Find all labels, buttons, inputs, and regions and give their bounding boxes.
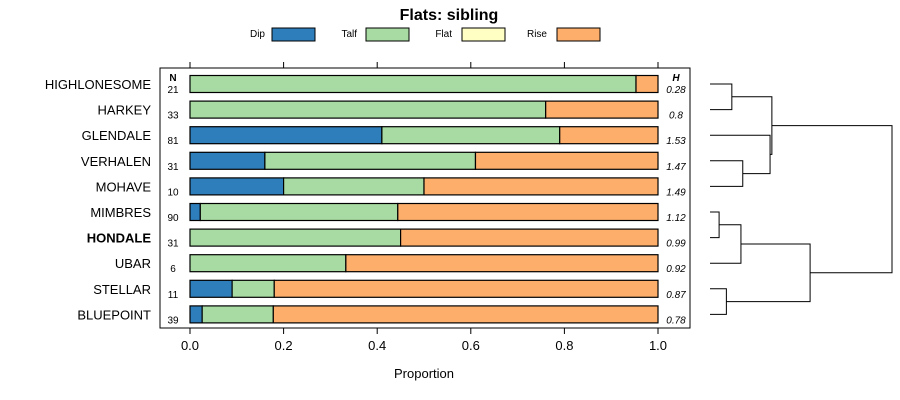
bar-mohave-dip <box>189 177 285 196</box>
n-value-ubar: 6 <box>170 264 176 275</box>
bar-verhalen-talf <box>264 151 477 170</box>
n-value-verhalen: 31 <box>167 162 179 173</box>
bar-highlonesome-rise <box>635 74 659 94</box>
dendrogram-link-6 <box>710 288 727 315</box>
legend-swatch-rise <box>556 27 601 42</box>
x-tick-label-1: 0.2 <box>275 338 293 353</box>
x-tick-label-2: 0.4 <box>368 338 386 353</box>
category-label-bluepoint: BLUEPOINT <box>77 307 151 322</box>
dendrogram-link-3 <box>710 134 771 175</box>
x-tick-label-4: 0.8 <box>555 338 573 353</box>
x-tick-label-0: 0.0 <box>181 338 199 353</box>
category-label-hondale: HONDALE <box>87 231 152 246</box>
bar-hondale-rise <box>400 228 659 247</box>
category-labels: N H HIGHLONESOME 21 0.28 HARKEY 33 0.8 GLENDALE 8… <box>45 73 686 326</box>
bar-glendale-dip <box>189 126 383 145</box>
bar-harkey-talf <box>189 100 547 119</box>
category-label-glendale: GLENDALE <box>82 128 152 143</box>
bar-stellar-dip <box>189 279 233 298</box>
bar-bluepoint-dip <box>189 305 203 324</box>
h-value-mohave: 1.49 <box>666 187 686 198</box>
bar-highlonesome-talf <box>189 74 637 94</box>
h-value-harkey: 0.8 <box>669 111 683 122</box>
n-value-mohave: 10 <box>167 187 179 198</box>
h-value-glendale: 1.53 <box>666 136 686 147</box>
x-axis-title: Proportion <box>394 366 454 381</box>
chart-title: Flats: sibling <box>400 7 499 24</box>
bar-verhalen-dip <box>189 151 266 170</box>
dendrogram-link-7 <box>726 243 811 303</box>
n-value-highlonesome: 21 <box>167 85 179 96</box>
bar-ubar-talf <box>189 254 347 273</box>
dendrogram-link-9 <box>771 125 893 274</box>
legend-label-dip: Dip <box>250 29 265 40</box>
bar-mimbres-dip <box>189 202 201 222</box>
bar-stellar-rise <box>273 279 659 298</box>
bar-glendale-talf <box>381 126 561 145</box>
category-label-stellar: STELLAR <box>93 282 151 297</box>
bar-mohave-talf <box>283 177 425 196</box>
bar-stellar-talf <box>231 279 275 298</box>
dendrogram-link-2 <box>710 160 744 187</box>
plot-frame <box>159 67 691 329</box>
h-value-mimbres: 1.12 <box>666 213 686 224</box>
category-label-harkey: HARKEY <box>98 103 152 118</box>
legend-swatch-dip <box>271 27 316 42</box>
n-header: N <box>169 73 176 84</box>
n-value-hondale: 31 <box>167 239 179 250</box>
h-value-stellar: 0.87 <box>666 290 686 301</box>
bar-harkey-rise <box>545 100 659 119</box>
x-tick-label-3: 0.6 <box>462 338 480 353</box>
bar-mohave-rise <box>423 177 659 196</box>
bar-mimbres-rise <box>397 202 659 222</box>
h-value-ubar: 0.92 <box>666 264 686 275</box>
h-value-verhalen: 1.47 <box>666 162 686 173</box>
n-value-mimbres: 90 <box>167 213 179 224</box>
plot-panel <box>159 67 691 329</box>
dendrogram-link-1 <box>710 83 733 111</box>
n-value-harkey: 33 <box>167 111 179 122</box>
bar-bluepoint-rise <box>272 305 659 324</box>
bar-hondale-talf <box>189 228 402 247</box>
legend-label-flat: Flat <box>435 29 452 40</box>
h-value-bluepoint: 0.78 <box>666 315 686 326</box>
category-label-verhalen: VERHALEN <box>81 154 151 169</box>
dendrogram-link-4 <box>710 211 720 239</box>
h-header: H <box>672 73 680 84</box>
category-label-ubar: UBAR <box>115 256 151 271</box>
category-label-mimbres: MIMBRES <box>90 205 151 220</box>
legend: Dip Talf Flat Rise <box>250 27 601 42</box>
n-value-stellar: 11 <box>168 290 179 301</box>
legend-label-talf: Talf <box>341 29 357 40</box>
bar-glendale-rise <box>559 126 659 145</box>
dendrogram-link-5 <box>710 224 742 264</box>
legend-label-rise: Rise <box>527 29 547 40</box>
category-label-highlonesome: HIGHLONESOME <box>45 77 152 92</box>
bar-bluepoint-talf <box>201 305 274 324</box>
legend-swatch-flat <box>461 27 506 42</box>
h-value-highlonesome: 0.28 <box>666 85 686 96</box>
bar-verhalen-rise <box>474 151 659 170</box>
x-tick-label-5: 1.0 <box>649 338 667 353</box>
n-value-bluepoint: 39 <box>167 315 179 326</box>
x-axis: 0.0 0.2 0.4 0.6 0.8 1.0 <box>181 62 667 353</box>
bar-mimbres-talf <box>199 202 399 222</box>
bar-ubar-rise <box>345 254 659 273</box>
bar-group <box>189 74 659 324</box>
legend-swatch-talf <box>365 27 410 42</box>
category-label-mohave: MOHAVE <box>96 179 152 194</box>
n-value-glendale: 81 <box>167 136 179 147</box>
dendrogram <box>710 83 893 315</box>
dendrogram-link-8 <box>731 96 773 155</box>
h-value-hondale: 0.99 <box>666 239 686 250</box>
